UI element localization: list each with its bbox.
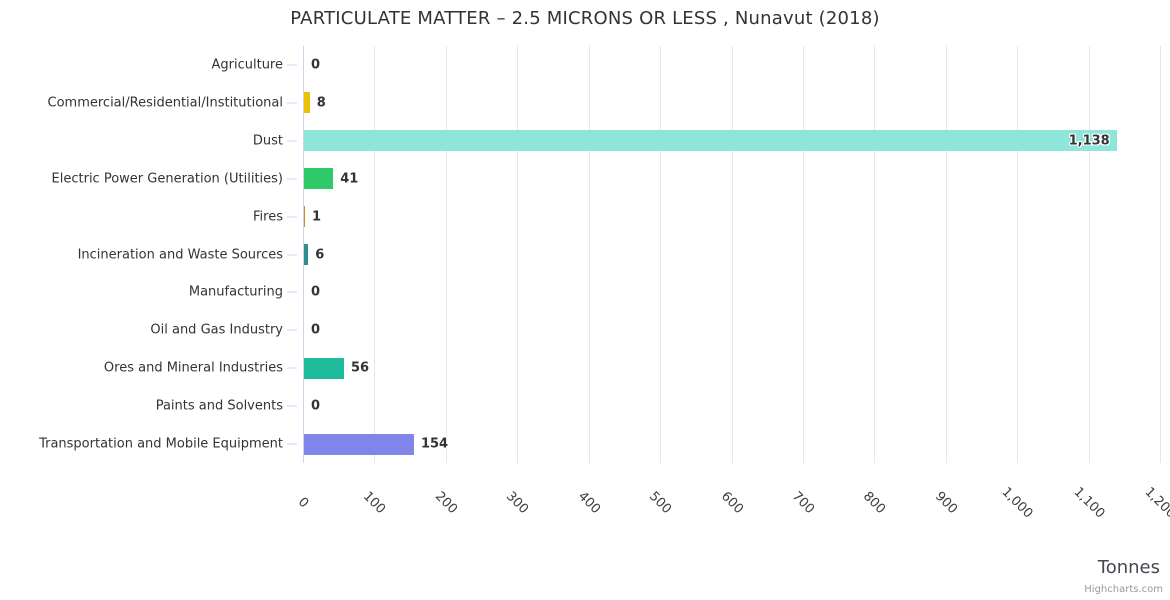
bar-value-label: 0	[311, 284, 321, 300]
category-label: Dust	[252, 133, 283, 149]
category-tick-mark	[287, 405, 297, 407]
x-axis-tick-label: 500	[645, 488, 675, 518]
category-label: Agriculture	[211, 57, 284, 73]
category-label: Manufacturing	[188, 284, 283, 300]
category-tick-mark	[287, 140, 297, 142]
gridline	[874, 46, 876, 463]
category-tick-mark	[287, 216, 297, 218]
category-label: Incineration and Waste Sources	[77, 247, 283, 262]
bar[interactable]	[304, 130, 1117, 152]
category-tick-mark	[287, 102, 297, 104]
gridline	[660, 46, 662, 463]
x-axis-title: Tonnes	[1097, 557, 1160, 578]
category-label: Transportation and Mobile Equipment	[39, 436, 283, 452]
category-tick-mark	[287, 443, 297, 445]
x-axis-tick-label: 100	[360, 488, 389, 518]
bar-value-label: 1,138	[1068, 133, 1110, 149]
bar-value-label: 1	[312, 209, 322, 225]
x-axis-tick-label: 800	[860, 488, 889, 518]
gridline	[374, 46, 376, 463]
gridline	[517, 46, 519, 463]
x-axis-tick-label: 1,100	[1070, 484, 1108, 522]
bar-value-label: 8	[316, 95, 326, 111]
chart-title: PARTICULATE MATTER – 2.5 MICRONS OR LESS…	[290, 8, 880, 29]
category-tick-mark	[287, 291, 297, 293]
gridline	[1160, 46, 1161, 463]
bar[interactable]	[304, 206, 305, 228]
category-label: Commercial/Residential/Institutional	[47, 95, 284, 111]
category-label: Fires	[253, 209, 283, 225]
x-axis-tick-label: 1,000	[998, 484, 1036, 522]
category-tick-mark	[287, 64, 297, 66]
category-tick-mark	[287, 329, 297, 331]
category-tick-mark	[287, 254, 297, 255]
x-axis-tick-label: 200	[431, 488, 460, 518]
gridline	[1088, 46, 1090, 463]
bar-value-label: 0	[311, 398, 321, 414]
x-axis-tick-label: 300	[503, 488, 532, 518]
gridline	[588, 46, 590, 463]
bar[interactable]	[304, 244, 309, 265]
category-tick-mark	[287, 178, 297, 180]
bar[interactable]	[304, 357, 344, 379]
bar-value-label: 41	[340, 171, 359, 187]
bar-value-label: 0	[311, 57, 321, 73]
category-label: Oil and Gas Industry	[150, 322, 283, 338]
x-axis-tick-label: 700	[788, 488, 817, 518]
gridline	[945, 46, 947, 463]
x-axis-tick-label: 600	[717, 488, 746, 518]
category-label: Ores and Mineral Industries	[103, 360, 283, 376]
x-axis-tick-label: 400	[574, 488, 603, 518]
gridline	[802, 46, 804, 463]
category-label: Electric Power Generation (Utilities)	[51, 171, 283, 187]
gridline	[445, 46, 447, 463]
bar-value-label: 154	[420, 436, 449, 452]
bar-value-label: 6	[315, 247, 325, 262]
bar[interactable]	[304, 433, 414, 455]
y-axis-line	[303, 46, 304, 463]
category-tick-mark	[287, 367, 297, 369]
category-label: Paints and Solvents	[155, 398, 283, 414]
x-axis-tick-label: 900	[931, 488, 960, 518]
highcharts-credit[interactable]: Highcharts.com	[1084, 584, 1163, 595]
gridline	[1017, 46, 1019, 463]
bar[interactable]	[304, 92, 310, 114]
gridline	[731, 46, 733, 463]
x-axis-tick-label: 0	[294, 494, 312, 512]
bar-value-label: 0	[311, 322, 321, 338]
bar[interactable]	[304, 168, 334, 190]
bar-value-label: 56	[350, 360, 370, 376]
x-axis-tick-label: 1,200	[1141, 484, 1170, 522]
